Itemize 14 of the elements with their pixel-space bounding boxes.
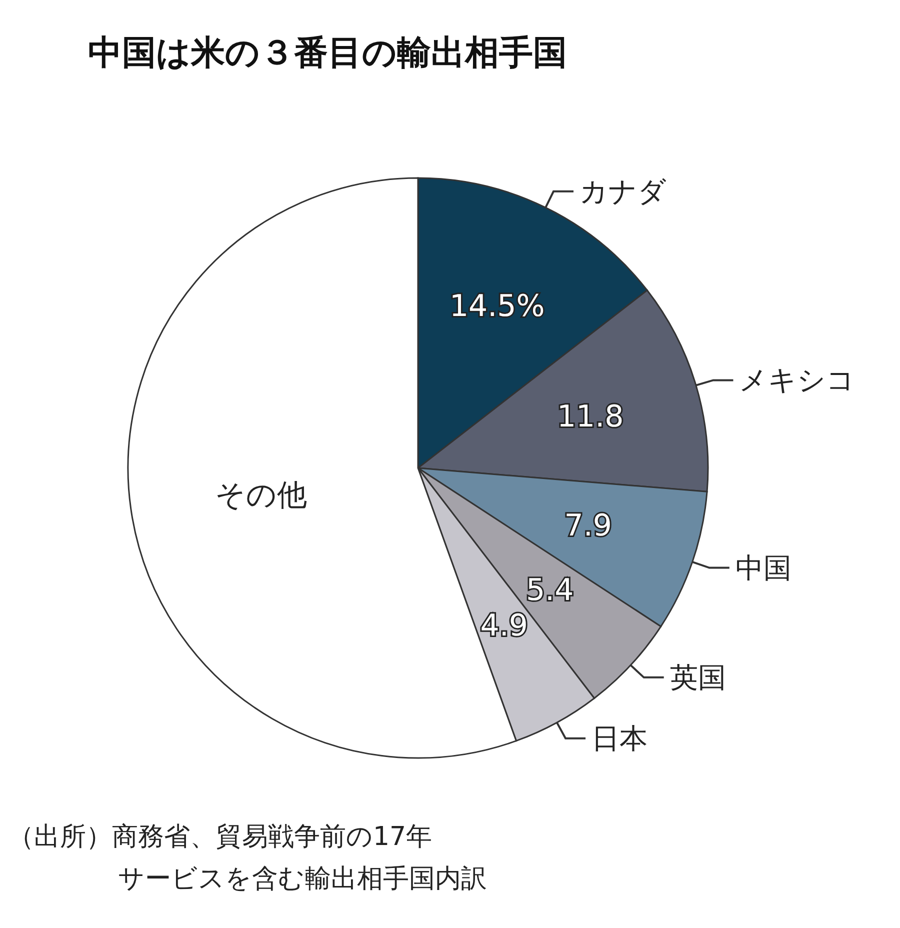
text: （出所）商務省、貿易戦争前の17年: [8, 821, 434, 854]
text: サービスを含む輸出相手国内訳: [117, 863, 487, 896]
slice-label: 英国: [670, 660, 726, 694]
slice-label: 中国: [735, 551, 792, 584]
slice-label: 日本: [592, 722, 648, 755]
data-label: 4.9: [480, 608, 528, 644]
data-label: 11.8: [556, 399, 624, 434]
chart-title: 中国は米の３番目の輸出相手国: [88, 32, 567, 75]
data-label: 14.5%: [449, 289, 545, 324]
slice-label: メキシコ: [739, 364, 856, 397]
data-label: 5.4: [526, 572, 574, 608]
slice-label: その他: [214, 478, 307, 513]
data-label: 7.9: [564, 508, 612, 544]
slice-label: カナダ: [580, 174, 666, 208]
